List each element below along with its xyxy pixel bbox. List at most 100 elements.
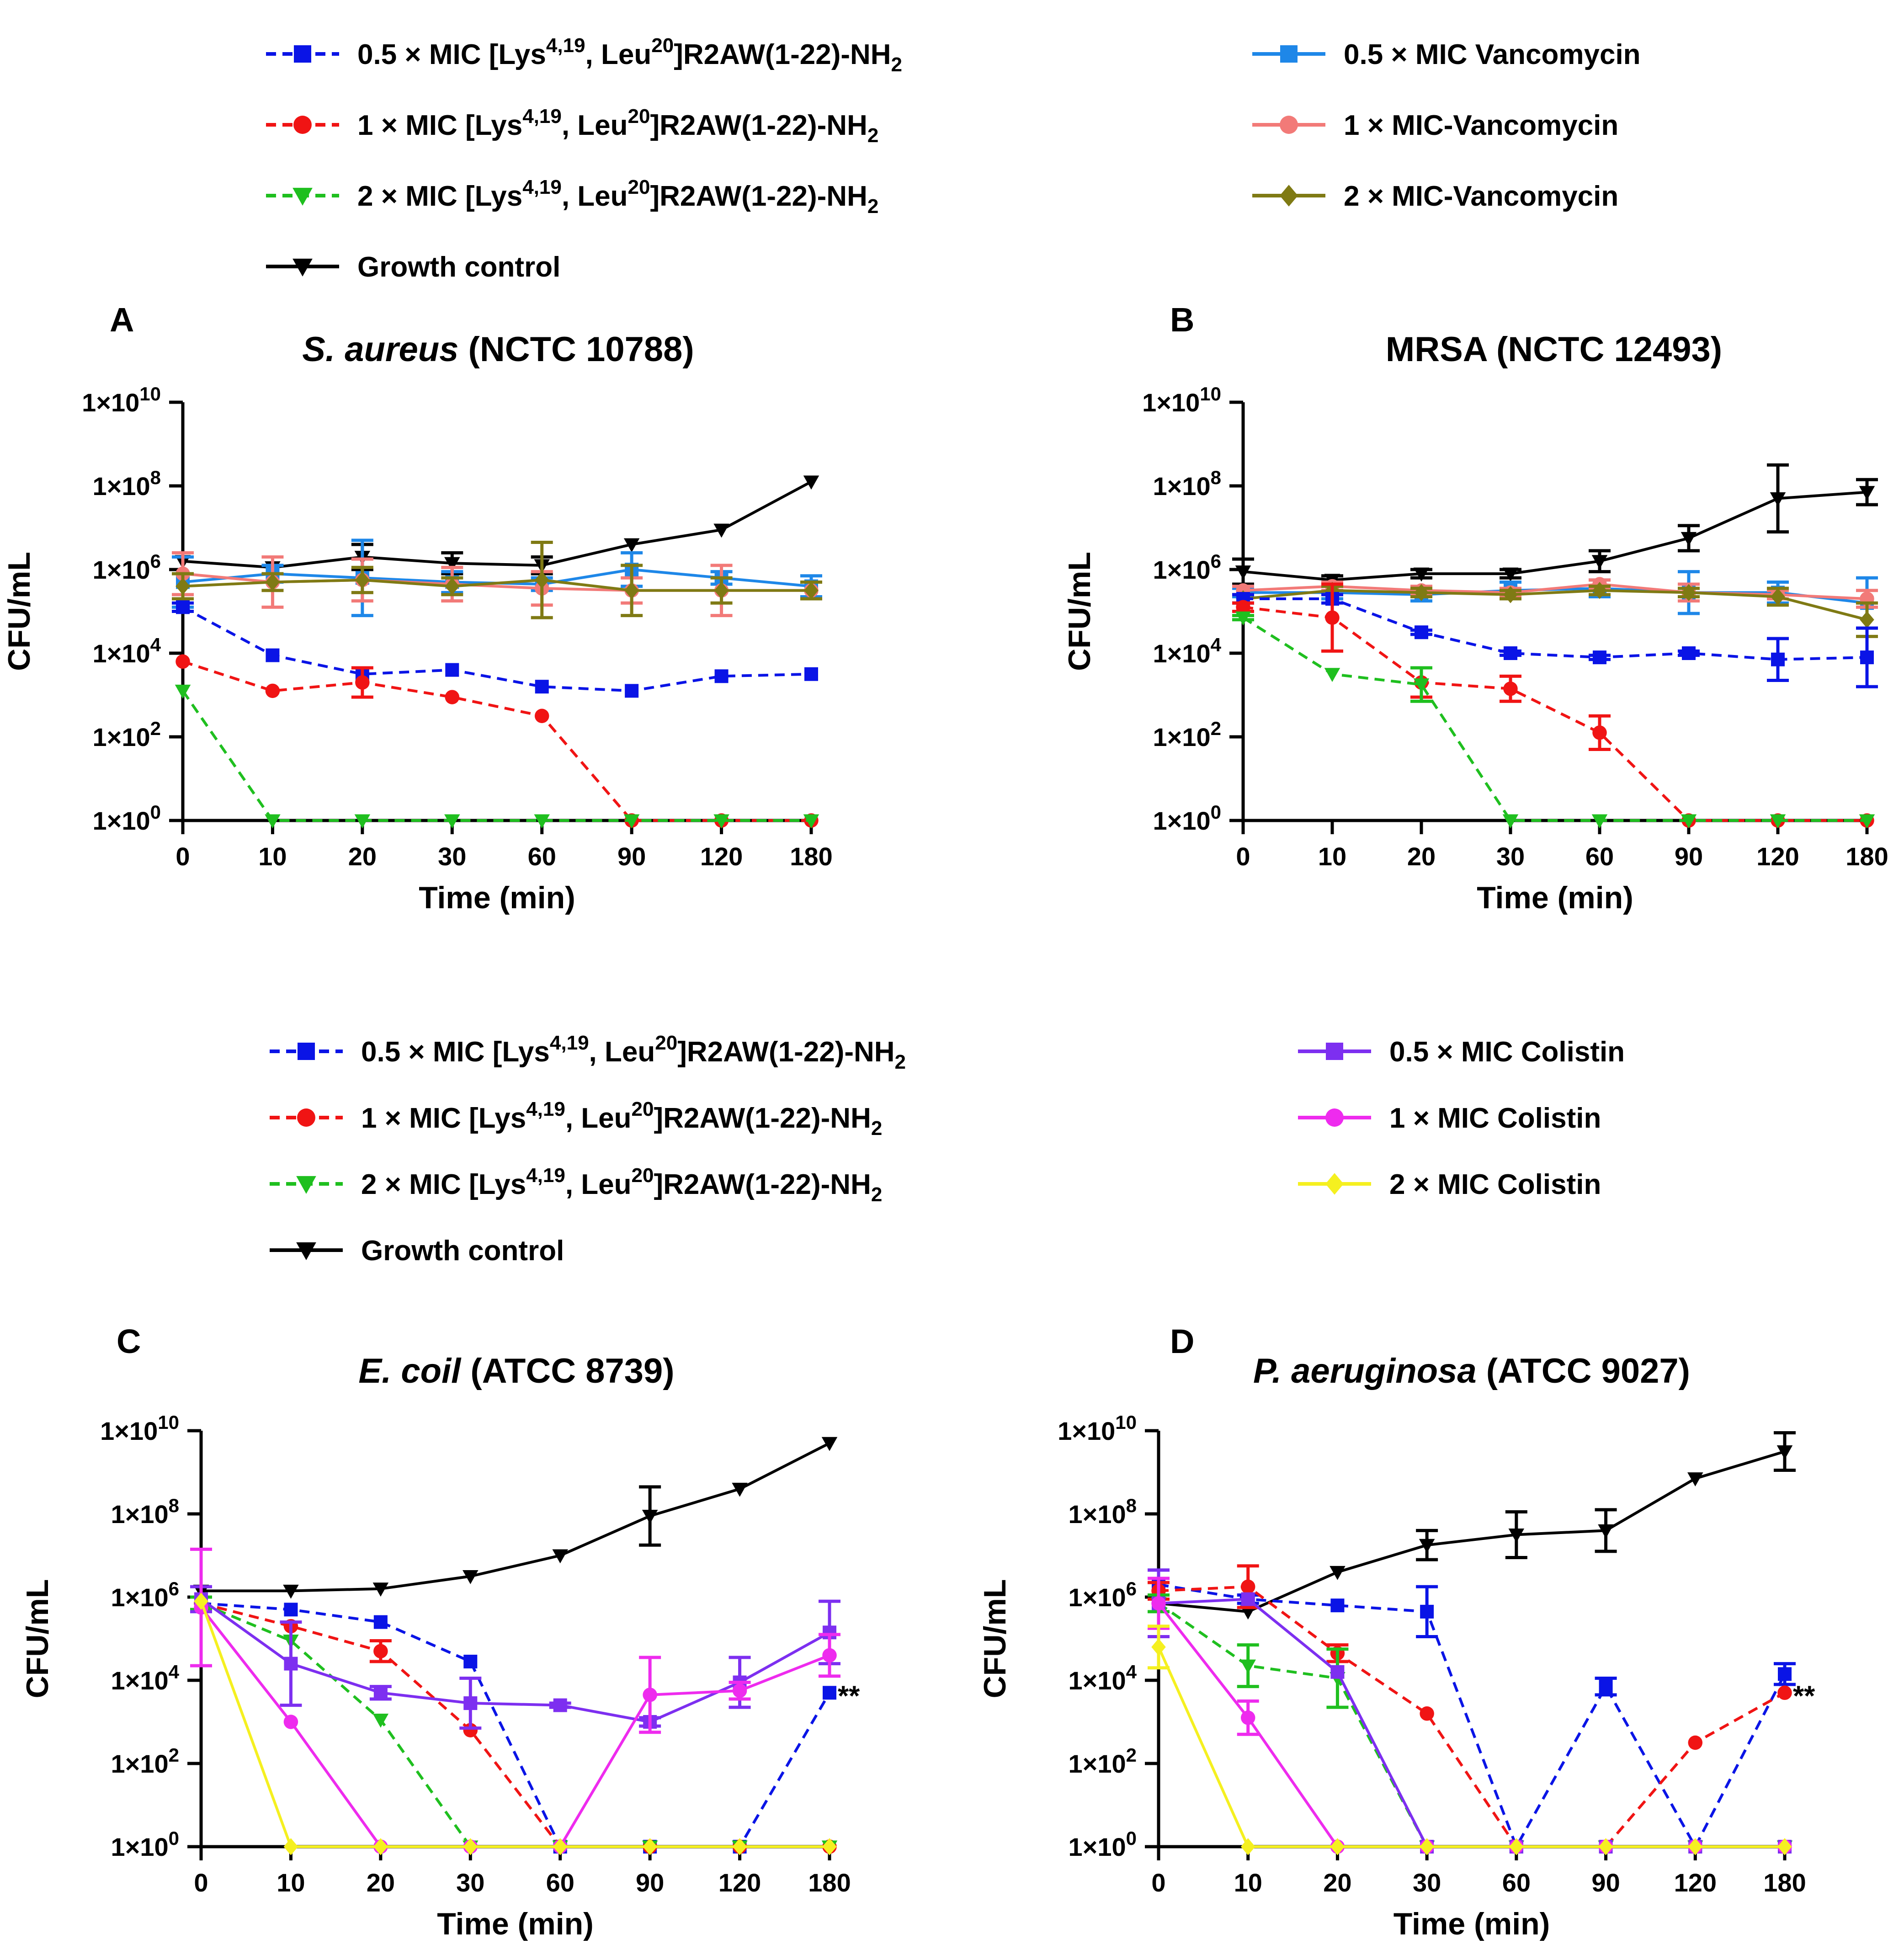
y-tick-label: 1×100 bbox=[1069, 1827, 1137, 1861]
y-tick-exponent: 4 bbox=[1211, 634, 1222, 655]
title-rest: (NCTC 10788) bbox=[458, 330, 694, 369]
legend-item-col1-marker bbox=[1325, 1108, 1344, 1127]
point-pep05 bbox=[373, 1615, 388, 1629]
line-col2 bbox=[200, 1601, 830, 1848]
point-pep1 bbox=[1420, 1706, 1434, 1721]
legend-text-pre: 0.5 × MIC [Lys bbox=[361, 1036, 550, 1068]
x-tick-label: 60 bbox=[546, 1868, 574, 1897]
y-tick-base: 1×10 bbox=[111, 1832, 169, 1861]
point-van2 bbox=[534, 571, 549, 589]
series-col1 bbox=[1148, 1577, 1792, 1854]
series-pep1 bbox=[1148, 1564, 1792, 1854]
title-italic: E. coil bbox=[358, 1352, 462, 1390]
panel-title: MRSA (NCTC 12493) bbox=[1386, 330, 1722, 369]
point-gc bbox=[732, 1482, 748, 1497]
point-col2 bbox=[553, 1838, 568, 1855]
series-pep2 bbox=[175, 684, 819, 829]
series-col2 bbox=[194, 1593, 837, 1855]
x-tick-label: 180 bbox=[790, 842, 832, 871]
point-gc bbox=[1502, 567, 1519, 582]
x-tick-label: 90 bbox=[1591, 1868, 1620, 1897]
point-van2 bbox=[624, 582, 639, 599]
point-pep1 bbox=[445, 690, 460, 704]
point-gc bbox=[1419, 1539, 1435, 1553]
legend-item-pep1-label: 1 × MIC [Lys4,19, Leu20]R2AW(1-22)-NH2 bbox=[361, 1098, 882, 1140]
panel-title: P. aeruginosa (ATCC 9027) bbox=[1253, 1352, 1690, 1390]
y-tick-label: 1×102 bbox=[1153, 718, 1222, 751]
x-tick-label: 90 bbox=[636, 1868, 664, 1897]
y-tick-label: 1×102 bbox=[93, 718, 161, 751]
y-tick-exponent: 2 bbox=[150, 718, 161, 739]
y-tick-label: 1×106 bbox=[1069, 1578, 1137, 1612]
legend-text-post: ]R2AW(1-22)-NH bbox=[650, 181, 867, 212]
legend-text-post: ]R2AW(1-22)-NH bbox=[677, 1036, 894, 1068]
y-tick-label: 1×104 bbox=[93, 634, 161, 668]
y-axis-title: CFU/mL bbox=[2, 552, 37, 671]
x-tick-label: 0 bbox=[1151, 1868, 1165, 1897]
series-gc bbox=[1232, 463, 1878, 588]
y-tick-base: 1×10 bbox=[1069, 1749, 1126, 1778]
x-tick-label: 30 bbox=[456, 1868, 484, 1897]
point-gc bbox=[623, 538, 640, 553]
y-tick-base: 1×10 bbox=[1153, 806, 1211, 835]
point-pep05 bbox=[823, 1686, 836, 1700]
point-pep1 bbox=[1503, 682, 1518, 696]
line-van2 bbox=[182, 578, 811, 592]
y-tick-exponent: 10 bbox=[1200, 383, 1221, 405]
y-tick-exponent: 2 bbox=[169, 1744, 179, 1766]
point-gc bbox=[1235, 565, 1251, 580]
x-tick-label: 30 bbox=[1413, 1868, 1441, 1897]
legend-text-sup2: 20 bbox=[632, 1164, 654, 1187]
x-tick-label: 90 bbox=[1675, 842, 1703, 871]
legend-text-sub: 2 bbox=[891, 53, 902, 76]
point-pep05 bbox=[284, 1603, 298, 1617]
point-gc bbox=[1508, 1529, 1525, 1543]
point-gc bbox=[283, 1584, 299, 1599]
line-pep2 bbox=[1242, 616, 1867, 822]
point-pep1 bbox=[1777, 1685, 1792, 1700]
point-gc bbox=[1598, 1524, 1614, 1539]
legend-text-sup1: 4,19 bbox=[526, 1098, 565, 1120]
y-tick-label: 1×106 bbox=[111, 1578, 180, 1612]
y-tick-base: 1×10 bbox=[1069, 1583, 1126, 1612]
x-axis-title: Time (min) bbox=[1477, 880, 1633, 915]
point-gc bbox=[821, 1437, 838, 1451]
line-pep1 bbox=[1243, 606, 1867, 822]
y-tick-exponent: 0 bbox=[1211, 801, 1221, 823]
legend-text-sub: 2 bbox=[871, 1183, 882, 1206]
legend-item-pep2-marker bbox=[293, 187, 313, 206]
point-pep2 bbox=[1413, 678, 1430, 693]
point-col2 bbox=[1151, 1638, 1166, 1656]
x-tick-label: 0 bbox=[194, 1868, 208, 1897]
y-tick-exponent: 4 bbox=[150, 634, 161, 655]
panel-letter: B bbox=[1170, 301, 1194, 339]
point-gc bbox=[1413, 567, 1430, 582]
y-tick-exponent: 0 bbox=[1126, 1827, 1137, 1849]
y-tick-exponent: 2 bbox=[1126, 1744, 1137, 1766]
point-pep2 bbox=[534, 814, 550, 829]
legend-text-pre: 0.5 × MIC [Lys bbox=[357, 39, 546, 70]
point-van2 bbox=[714, 582, 729, 599]
x-tick-label: 180 bbox=[808, 1868, 851, 1897]
point-pep2 bbox=[354, 814, 371, 829]
y-tick-base: 1×10 bbox=[1142, 388, 1200, 417]
y-tick-label: 1×104 bbox=[111, 1661, 180, 1695]
point-pep05 bbox=[714, 669, 729, 683]
legend-text-sup2: 20 bbox=[651, 34, 674, 57]
legend-text-post: ]R2AW(1-22)-NH bbox=[650, 110, 867, 141]
legend-top: 0.5 × MIC [Lys4,19, Leu20]R2AW(1-22)-NH2… bbox=[266, 34, 1641, 283]
point-pep05 bbox=[1420, 1604, 1434, 1619]
line-pep05 bbox=[1243, 597, 1867, 661]
legend-text-pre: Growth control bbox=[357, 251, 560, 283]
point-pep05 bbox=[1860, 650, 1874, 665]
point-van2 bbox=[1860, 611, 1874, 629]
x-tick-label: 10 bbox=[277, 1868, 305, 1897]
y-tick-label: 1×1010 bbox=[100, 1412, 179, 1445]
point-pep05 bbox=[804, 667, 818, 681]
point-col1 bbox=[1240, 1710, 1255, 1725]
y-tick-exponent: 8 bbox=[169, 1495, 179, 1516]
legend-item-pep05-label: 0.5 × MIC [Lys4,19, Leu20]R2AW(1-22)-NH2 bbox=[357, 34, 902, 76]
point-gc bbox=[1591, 555, 1608, 569]
legend-text-sup1: 4,19 bbox=[550, 1032, 589, 1054]
legend-item-van2-marker bbox=[1280, 185, 1298, 207]
